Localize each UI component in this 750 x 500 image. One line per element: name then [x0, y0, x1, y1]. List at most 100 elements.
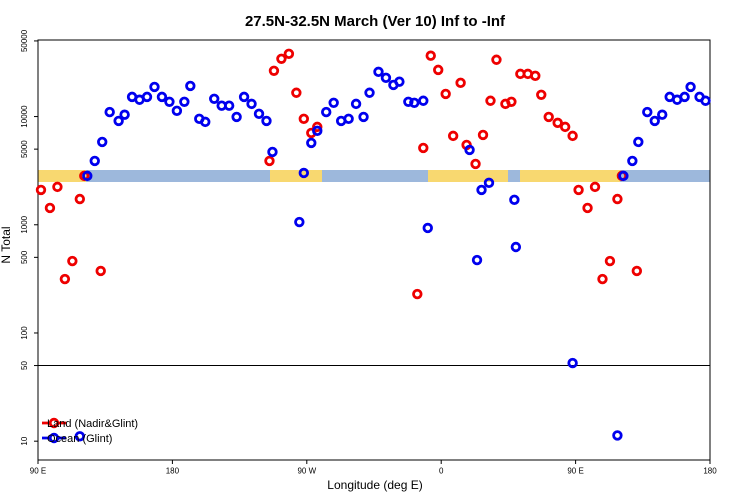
data-point	[119, 109, 130, 120]
y-tick-label: 500	[20, 250, 29, 264]
data-point	[422, 222, 433, 234]
data-point	[67, 255, 78, 267]
data-point	[253, 108, 265, 120]
data-point	[261, 115, 272, 127]
data-point	[156, 91, 168, 103]
data-point	[425, 50, 436, 61]
data-point	[649, 115, 660, 127]
data-point	[373, 66, 384, 78]
legend-marker	[48, 417, 60, 429]
map-band	[38, 170, 710, 182]
data-point	[510, 241, 522, 253]
data-point	[179, 96, 190, 107]
data-point	[612, 430, 623, 441]
data-point	[321, 106, 332, 118]
data-point	[291, 87, 302, 98]
data-point	[530, 70, 541, 82]
data-point	[509, 194, 520, 206]
data-point	[409, 97, 420, 109]
data-point	[74, 431, 86, 442]
x-tick-label: 180	[703, 467, 717, 476]
data-point	[223, 100, 235, 111]
y-tick-label: 50000	[20, 29, 29, 52]
data-point	[618, 170, 629, 182]
data-point	[95, 265, 106, 277]
data-point	[267, 146, 278, 158]
data-point	[82, 170, 93, 182]
data-point	[312, 125, 323, 137]
data-point	[209, 93, 220, 104]
chart-title: 27.5N-32.5N March (Ver 10) Inf to -Inf	[245, 13, 506, 30]
data-point	[483, 177, 495, 189]
data-point	[231, 111, 242, 123]
y-tick-label: 1000	[20, 215, 29, 233]
data-point	[573, 184, 584, 196]
data-point	[455, 77, 466, 89]
data-point	[141, 91, 153, 103]
data-point	[328, 97, 339, 109]
data-point	[350, 98, 362, 110]
x-tick-label: 90 W	[297, 467, 316, 476]
legend-marker	[48, 432, 60, 444]
data-point	[276, 53, 287, 64]
data-point	[412, 288, 423, 300]
x-tick-label: 0	[439, 467, 444, 476]
land-band	[270, 170, 322, 182]
data-point	[298, 113, 310, 125]
y-tick-label: 10000	[20, 105, 29, 128]
data-point	[612, 193, 623, 205]
data-point	[364, 87, 375, 98]
data-point	[597, 273, 608, 285]
data-point	[642, 106, 653, 118]
data-point	[200, 116, 211, 128]
data-point	[477, 129, 489, 141]
data-point	[470, 158, 481, 170]
data-point	[418, 142, 429, 154]
data-point	[633, 136, 644, 148]
data-point	[343, 113, 354, 125]
land-band	[38, 170, 86, 182]
data-point	[149, 81, 160, 93]
data-point	[283, 48, 295, 60]
data-point	[552, 117, 563, 129]
data-point	[403, 96, 414, 107]
data-point	[89, 155, 100, 167]
data-point	[264, 155, 275, 167]
plot-frame	[37, 39, 711, 461]
data-point	[631, 265, 643, 277]
data-point	[246, 98, 257, 110]
x-tick-label: 90 E	[567, 467, 583, 476]
data-point	[627, 155, 638, 167]
data-point	[268, 65, 280, 76]
data-point	[104, 106, 115, 118]
data-point	[700, 95, 711, 106]
data-point	[582, 202, 593, 214]
data-point	[59, 273, 71, 285]
data-point	[97, 136, 108, 148]
data-point	[298, 167, 310, 179]
data-point	[394, 76, 405, 87]
data-point	[44, 202, 56, 214]
legend-label: Ocean (Glint)	[47, 433, 112, 445]
y-tick-label: 10	[20, 436, 29, 445]
data-point	[679, 91, 690, 103]
data-point	[567, 357, 578, 369]
data-point	[657, 109, 668, 120]
data-point	[35, 184, 47, 196]
data-point	[358, 111, 369, 123]
y-tick-label: 50	[20, 361, 29, 370]
y-axis-label: N Total	[0, 226, 13, 263]
data-point	[685, 81, 696, 93]
data-point	[440, 88, 451, 100]
data-point	[476, 184, 487, 196]
data-point	[238, 91, 250, 103]
data-point	[491, 54, 502, 65]
data-point	[74, 193, 86, 205]
x-axis-label: Longitude (deg E)	[327, 478, 422, 492]
data-point	[485, 95, 496, 106]
data-point	[604, 255, 616, 267]
data-point	[506, 96, 517, 107]
data-point	[312, 121, 323, 133]
